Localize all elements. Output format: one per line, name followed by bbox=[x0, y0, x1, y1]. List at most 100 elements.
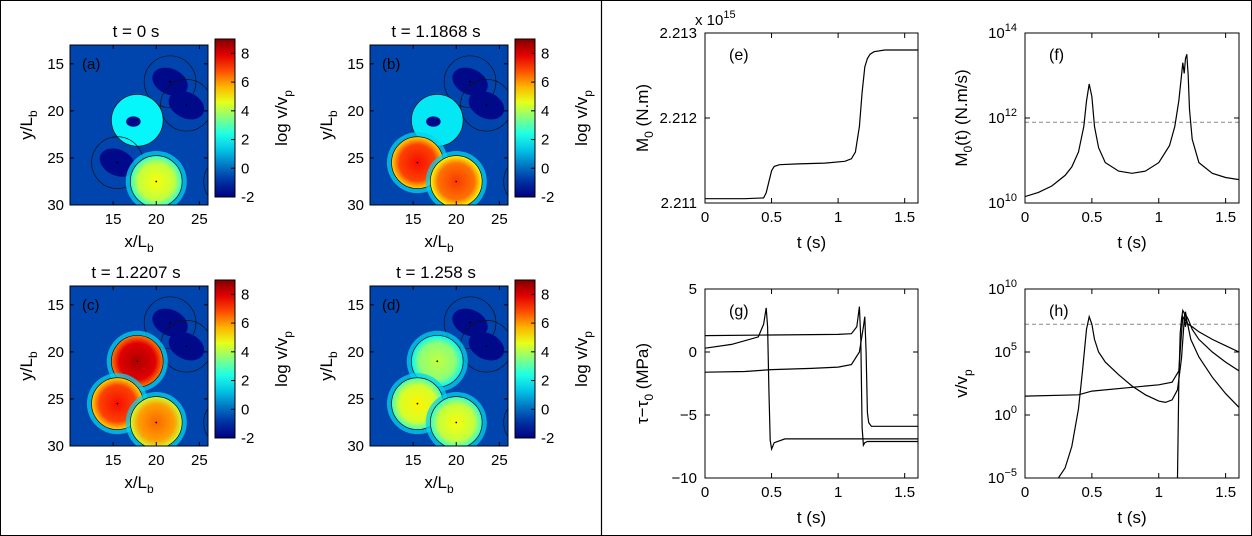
x-axis-label: t (s) bbox=[1117, 233, 1146, 252]
asperity bbox=[460, 79, 508, 132]
x-tick-label: 1.5 bbox=[1215, 484, 1236, 501]
y-tick-label: 25 bbox=[347, 391, 364, 408]
colorbar-tick-label: 4 bbox=[241, 103, 249, 120]
x-tick-label: 1.5 bbox=[894, 484, 915, 501]
y-tick-label: 1014 bbox=[988, 22, 1017, 42]
y-tick-label: 20 bbox=[47, 344, 64, 361]
colorbar-tick-label: 2 bbox=[541, 132, 549, 149]
asperity bbox=[503, 407, 508, 438]
asperity bbox=[143, 296, 197, 349]
axis-multiplier: x 1015 bbox=[695, 9, 736, 29]
y-axis-label: y/Lb bbox=[317, 110, 340, 140]
colorbar-label-subscript: p bbox=[281, 90, 295, 97]
y-tick-label-base: 10 bbox=[988, 195, 1005, 212]
x-tick-label: 25 bbox=[191, 452, 208, 469]
asperity-outline bbox=[430, 155, 483, 205]
x-tick-label: 25 bbox=[191, 211, 208, 228]
asperity-center bbox=[185, 104, 188, 107]
y-tick-label-exponent: 12 bbox=[1005, 107, 1017, 119]
panel-label: (c) bbox=[82, 297, 100, 314]
series-group bbox=[1025, 54, 1239, 198]
heatmap-panel-c: t = 1.2207 s(c)15 20 2515202530x/Lby/Lb864… bbox=[17, 263, 295, 496]
colorbar-tick-label: 4 bbox=[541, 103, 549, 120]
x-axis-label-subscript: b bbox=[147, 482, 154, 496]
x-tick-label: 20 bbox=[148, 452, 165, 469]
asperity-outline bbox=[443, 55, 497, 108]
x-axis-label: t (s) bbox=[797, 508, 826, 527]
heatmap-panel-a: t = 0 s(a)15 20 2515202530x/Lby/Lb86420-2l… bbox=[17, 22, 295, 255]
y-axis-label: τ−τ0 (MPa) bbox=[633, 343, 656, 424]
panel-label: (h) bbox=[1049, 303, 1069, 320]
x-tick-label: 25 bbox=[491, 211, 508, 228]
asperity-center bbox=[485, 104, 488, 107]
y-tick-label: 15 bbox=[47, 56, 64, 73]
plot-frame bbox=[69, 44, 209, 206]
series-line bbox=[1176, 308, 1239, 478]
colorbar-tick-label: 6 bbox=[241, 315, 249, 332]
colorbar: 8 6 4 2 0 -2 log v/vp bbox=[514, 279, 595, 447]
series-line bbox=[1025, 314, 1239, 397]
x-tick-label: 0 bbox=[1021, 484, 1029, 501]
y-axis-label-subscript: p bbox=[961, 369, 975, 376]
asperity-center bbox=[136, 119, 139, 122]
colorbar-label-subscript: p bbox=[581, 331, 595, 338]
asperity-fill bbox=[430, 155, 483, 205]
colorbar-tick-label: -2 bbox=[541, 430, 554, 447]
asperity-center bbox=[169, 321, 171, 324]
x-axis-label: x/Lb bbox=[424, 473, 454, 496]
x-tick-label: 1 bbox=[834, 484, 842, 501]
axis-multiplier-exponent: 15 bbox=[723, 9, 735, 21]
colorbar: 8 6 4 2 0 -2 log v/vp bbox=[214, 38, 295, 206]
asperity bbox=[160, 79, 208, 132]
y-tick-label-base: 10 bbox=[988, 470, 1005, 487]
y-axis-label-main: τ−τ bbox=[633, 400, 652, 424]
x-tick-label: 20 bbox=[448, 452, 465, 469]
y-tick-label: 2.213 bbox=[659, 25, 697, 42]
x-axis-label-subscript: b bbox=[447, 482, 454, 496]
asperity-center bbox=[485, 345, 488, 348]
x-tick-label: 20 bbox=[148, 211, 165, 228]
colorbar-tick-label: 2 bbox=[241, 132, 249, 149]
y-tick-label: 1012 bbox=[988, 107, 1017, 127]
colorbar-label: log v/vp bbox=[272, 90, 295, 146]
colorbar-tick-label: 8 bbox=[541, 286, 549, 303]
heatmap-field bbox=[70, 45, 208, 205]
colorbar-tick-label: 6 bbox=[541, 315, 549, 332]
y-axis-label-subscript: b bbox=[26, 351, 40, 358]
panel-title: t = 1.2207 s bbox=[91, 263, 180, 282]
plot-frame bbox=[369, 285, 509, 447]
series-line bbox=[705, 316, 918, 427]
y-axis-label-main: y/L bbox=[17, 358, 36, 381]
y-tick-label: 15 bbox=[347, 56, 364, 73]
colorbar-tick-label: 6 bbox=[541, 74, 549, 91]
y-tick-label-exponent: 0 bbox=[1011, 404, 1017, 416]
colorbar-tick-label: -2 bbox=[541, 189, 554, 206]
colorbar-scale bbox=[214, 279, 236, 439]
y-tick-label: 1010 bbox=[988, 278, 1017, 298]
axis-multiplier-base: x 10 bbox=[695, 12, 723, 29]
asperity bbox=[425, 150, 487, 205]
x-tick-label: 0.5 bbox=[1081, 209, 1102, 226]
asperity-outline bbox=[143, 55, 197, 108]
series-line bbox=[1057, 311, 1239, 478]
x-axis-label-subscript: b bbox=[447, 241, 454, 255]
y-tick-label: 100 bbox=[994, 404, 1017, 424]
panel-label: (f) bbox=[1049, 47, 1064, 64]
asperity bbox=[443, 55, 497, 108]
panel-title: t = 0 s bbox=[113, 22, 160, 41]
x-axis-label-subscript: b bbox=[147, 241, 154, 255]
colorbar-tick-label: 8 bbox=[241, 286, 249, 303]
asperity-center bbox=[169, 80, 171, 83]
x-axis-label: x/Lb bbox=[124, 473, 154, 496]
x-tick-label: 0 bbox=[701, 484, 709, 501]
colorbar-tick-label: 6 bbox=[241, 74, 249, 91]
asperity bbox=[143, 55, 197, 108]
x-axis-label: t (s) bbox=[797, 233, 826, 252]
y-tick-label: 30 bbox=[347, 438, 364, 455]
y-axis-label-main: M bbox=[633, 138, 652, 152]
y-tick-label: 105 bbox=[994, 341, 1017, 361]
panel-label: (b) bbox=[382, 56, 400, 73]
y-tick-label: 20 bbox=[347, 103, 364, 120]
